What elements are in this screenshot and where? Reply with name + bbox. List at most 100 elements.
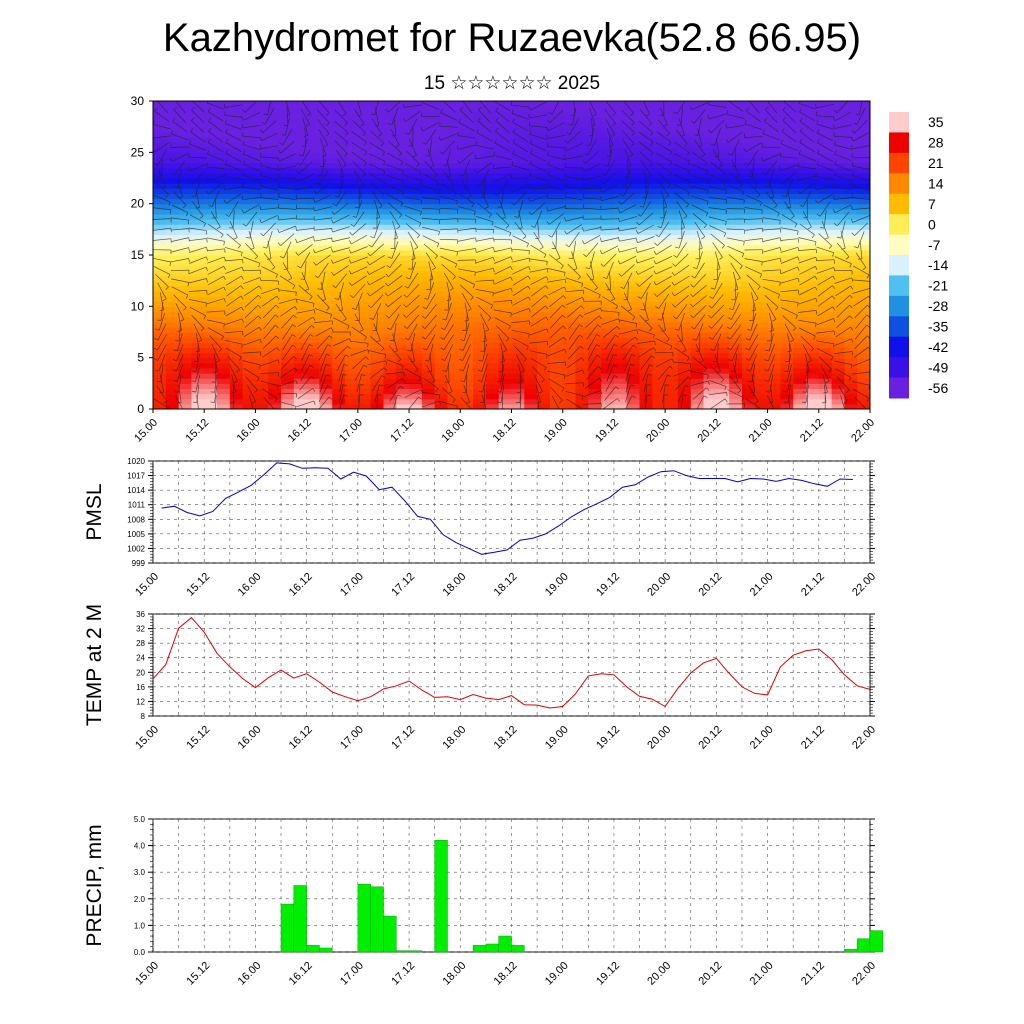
wind-barb [243, 204, 260, 214]
heatmap-cell [844, 152, 858, 159]
heatmap-cell [191, 296, 205, 302]
wind-barb-flag [564, 147, 567, 152]
heatmap-cell [268, 198, 282, 205]
wind-barb [587, 334, 597, 351]
heatmap-cell [447, 290, 461, 297]
wind-barb [404, 389, 422, 398]
heatmap-cell [396, 224, 410, 230]
heatmap-cell [562, 198, 577, 205]
heatmap-cell [652, 352, 666, 359]
heatmap-cell [357, 229, 372, 236]
wind-barb-flag [577, 276, 581, 280]
heatmap-cell [473, 321, 487, 328]
heatmap-cell [409, 347, 423, 354]
wind-barb [320, 364, 327, 382]
wind-barb-flag [295, 298, 298, 303]
heatmap-cell [306, 270, 321, 277]
heatmap-cell [703, 183, 717, 189]
heatmap-cell [588, 249, 602, 256]
heatmap-cell [562, 142, 577, 148]
wind-barb [298, 244, 313, 256]
heatmap-cell [703, 296, 717, 302]
wind-barb [406, 305, 420, 318]
wind-barb-flag [510, 187, 513, 192]
heatmap-cell [345, 106, 359, 112]
heatmap-cell [178, 136, 193, 143]
wind-barb-flag [309, 364, 314, 368]
wind-barb-flag [473, 211, 476, 216]
heatmap-cell [383, 142, 397, 148]
heatmap-cell [293, 116, 308, 123]
wind-barb [318, 170, 329, 186]
heatmap-cell [639, 136, 653, 143]
heatmap-cell [255, 316, 269, 323]
heatmap-cell [217, 101, 231, 107]
heatmap-cell [665, 285, 679, 292]
heatmap-cell [306, 213, 321, 220]
heatmap-cell [306, 285, 321, 292]
heatmap-cell [703, 203, 717, 210]
heatmap-cell [255, 208, 269, 215]
heatmap-cell [511, 178, 525, 184]
heatmap-cell [805, 147, 820, 153]
wind-barb-flag [654, 340, 656, 346]
heatmap-cell [716, 352, 730, 359]
heatmap-cell [229, 393, 244, 400]
heatmap-cell [229, 136, 244, 143]
heatmap-cell [537, 136, 551, 143]
heatmap-cell [319, 337, 333, 343]
heatmap-cell [703, 265, 717, 271]
heatmap-cell [754, 121, 769, 128]
heatmap-cell [293, 275, 308, 282]
heatmap-cell [588, 126, 602, 133]
wind-barb [425, 304, 437, 319]
heatmap-cell [319, 393, 333, 400]
wind-barb-flag [583, 253, 587, 257]
wind-barb [335, 273, 348, 288]
wind-barb [170, 269, 189, 272]
heatmap-cell [165, 167, 180, 174]
wind-barb-flag [393, 237, 398, 240]
heatmap-cell [268, 306, 282, 313]
heatmap-cell [767, 183, 781, 189]
heatmap-cell [613, 383, 628, 390]
wind-barb [267, 101, 272, 115]
heatmap-cell [434, 332, 449, 338]
wind-barb [463, 384, 470, 403]
heatmap-cell [242, 290, 257, 297]
heatmap-cell [562, 126, 577, 133]
heatmap-cell [204, 142, 218, 148]
heatmap-cell [767, 106, 781, 112]
wind-barb-flag [630, 374, 635, 376]
heatmap-cell [165, 290, 180, 297]
heatmap-cell [818, 244, 833, 251]
heatmap-cell [524, 367, 538, 374]
heatmap-cell [434, 121, 449, 128]
wind-barb-flag [331, 219, 334, 224]
heatmap-cell [460, 234, 474, 241]
heatmap-cell [537, 193, 551, 200]
wind-barb-flag [288, 277, 293, 281]
wind-barb [530, 285, 546, 297]
heatmap-cell [844, 116, 858, 123]
heatmap-cell [613, 342, 628, 348]
heatmap-cell [831, 101, 845, 107]
heatmap-cell [421, 270, 436, 277]
heatmap-cell [549, 111, 564, 117]
heatmap-cell [191, 270, 205, 277]
heatmap-cell [767, 373, 781, 379]
heatmap-cell [818, 116, 833, 123]
heatmap-cell [345, 224, 359, 230]
heatmap-cell [204, 234, 218, 241]
heatmap-cell [703, 388, 717, 395]
heatmap-cell [191, 208, 205, 215]
heatmap-cell [575, 403, 589, 409]
wind-barb [243, 163, 261, 172]
heatmap-cell [639, 101, 653, 107]
heatmap-cell [818, 373, 833, 379]
wind-barb-flag [370, 236, 375, 239]
heatmap-cell [421, 178, 436, 184]
wind-barb [332, 247, 350, 253]
wind-barb-flag [240, 252, 243, 257]
wind-barb [624, 292, 632, 310]
